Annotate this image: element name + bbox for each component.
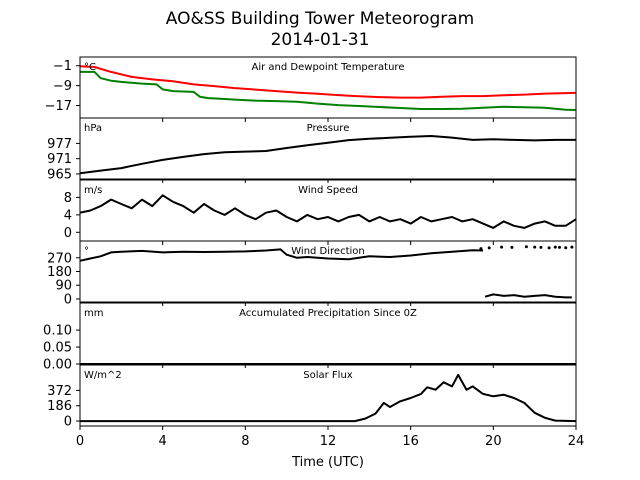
series-line-solar-flux-0 bbox=[80, 373, 577, 423]
y-tick-label-wind-direction: 270 bbox=[47, 251, 72, 266]
series-line-wind-direction-0 bbox=[79, 248, 484, 262]
data-point-wind-direction bbox=[553, 245, 557, 249]
unit-label-wind-direction: ° bbox=[84, 246, 89, 257]
unit-label-wind-speed: m/s bbox=[84, 185, 102, 196]
series-line-wind-speed-0 bbox=[79, 194, 577, 229]
chart-title: AO&SS Building Tower Meteorogram bbox=[166, 9, 474, 29]
y-tick-label-pressure: 977 bbox=[47, 137, 72, 152]
unit-label-solar-flux: W/m^2 bbox=[84, 370, 122, 381]
data-point-wind-direction bbox=[500, 245, 504, 249]
series-line-temperature-0 bbox=[79, 65, 577, 99]
y-tick-label-solar-flux: 186 bbox=[47, 399, 72, 414]
panel-wind-speed: 0 4 8 m/s Wind Speed bbox=[64, 179, 577, 245]
y-tick-label-pressure: 971 bbox=[47, 152, 72, 167]
y-tick-label-wind-direction: 90 bbox=[55, 279, 72, 294]
x-tick-label: 4 bbox=[159, 434, 167, 449]
x-tick-label: 16 bbox=[402, 434, 419, 449]
chart-subtitle: 2014-01-31 bbox=[271, 30, 370, 50]
x-tick-label: 20 bbox=[485, 434, 502, 449]
y-tick-label-precipitation: 0.00 bbox=[43, 358, 72, 373]
panel-title-temperature: Air and Dewpoint Temperature bbox=[252, 62, 405, 73]
series-line-wind-direction-1 bbox=[484, 293, 572, 299]
y-tick-label-temperature: −1 bbox=[53, 59, 72, 74]
x-tick-label: 8 bbox=[241, 434, 249, 449]
y-tick-label-solar-flux: 372 bbox=[47, 384, 72, 399]
y-tick-label-precipitation: 0.05 bbox=[43, 341, 72, 356]
unit-label-temperature: °C bbox=[84, 62, 96, 73]
panel-title-precipitation: Accumulated Precipitation Since 0Z bbox=[239, 308, 417, 319]
y-tick-label-solar-flux: 0 bbox=[64, 415, 72, 430]
data-point-wind-direction bbox=[533, 245, 537, 249]
panel-title-solar-flux: Solar Flux bbox=[303, 370, 353, 381]
x-tick-label: 24 bbox=[568, 434, 585, 449]
data-point-wind-direction bbox=[539, 245, 543, 249]
series-line-temperature-1 bbox=[80, 70, 577, 111]
series-line-pressure-0 bbox=[79, 135, 576, 175]
y-tick-label-wind-speed: 0 bbox=[64, 226, 72, 241]
y-tick-label-wind-speed: 8 bbox=[64, 191, 72, 206]
data-point-wind-direction bbox=[487, 246, 491, 250]
data-point-wind-direction bbox=[547, 246, 551, 250]
data-point-wind-direction bbox=[524, 245, 528, 249]
panel-title-wind-direction: Wind Direction bbox=[291, 246, 365, 257]
data-point-wind-direction bbox=[564, 246, 568, 250]
unit-label-pressure: hPa bbox=[84, 123, 102, 134]
x-tick-label: 0 bbox=[76, 434, 84, 449]
data-point-wind-direction bbox=[558, 245, 561, 249]
panel-temperature: −1 −9 −17 °C Air and Dewpoint Temperature bbox=[45, 56, 577, 122]
y-tick-label-precipitation: 0.10 bbox=[43, 324, 72, 339]
data-point-wind-direction bbox=[479, 247, 483, 251]
data-point-wind-direction bbox=[510, 245, 514, 249]
data-point-wind-direction bbox=[570, 245, 574, 249]
y-tick-label-temperature: −9 bbox=[53, 79, 72, 94]
panel-title-pressure: Pressure bbox=[307, 123, 350, 134]
unit-label-precipitation: mm bbox=[84, 308, 103, 319]
x-axis-label: Time (UTC) bbox=[291, 455, 364, 470]
panels: −1 −9 −17 °C Air and Dewpoint Temperature 965… bbox=[43, 56, 577, 430]
panel-title-wind-speed: Wind Speed bbox=[298, 185, 358, 196]
y-tick-label-pressure: 965 bbox=[47, 167, 72, 182]
x-tick-label: 12 bbox=[320, 434, 337, 449]
y-tick-label-wind-speed: 4 bbox=[64, 208, 72, 223]
y-tick-label-wind-direction: 180 bbox=[47, 265, 72, 280]
y-tick-label-wind-direction: 0 bbox=[64, 292, 72, 307]
panel-precipitation: 0.00 0.05 0.10 mm Accumulated Precipitation … bbox=[43, 302, 577, 373]
y-tick-label-temperature: −17 bbox=[45, 99, 72, 114]
x-axis: 0 4 8 12 16 20 24 bbox=[76, 434, 584, 449]
